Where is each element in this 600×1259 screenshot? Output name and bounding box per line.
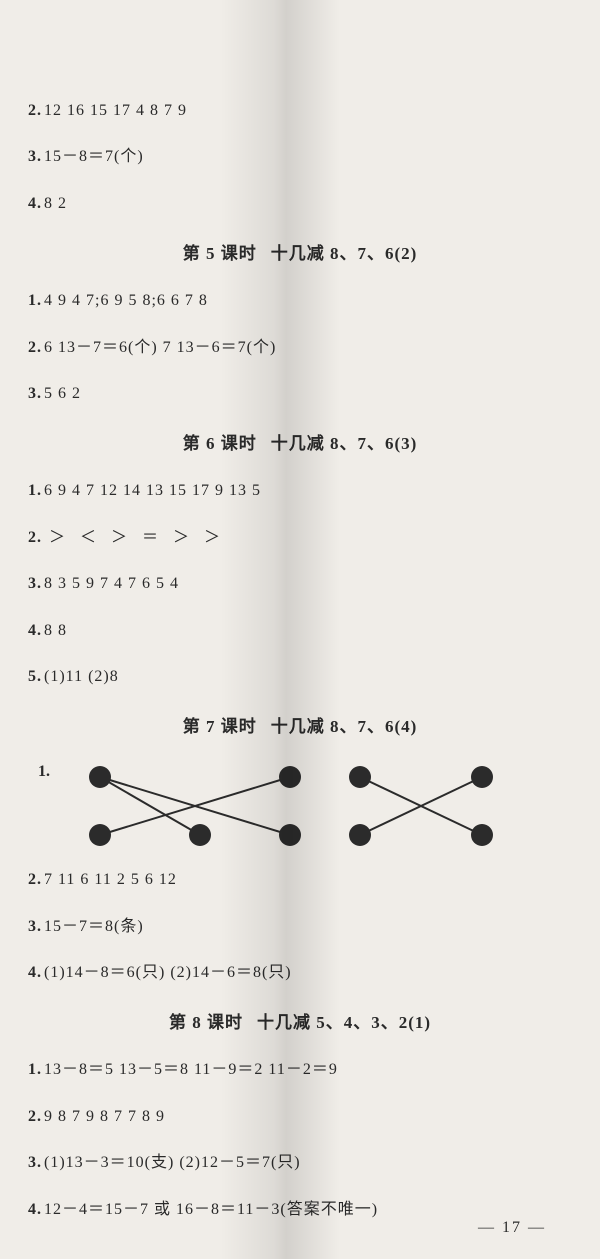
item-text: (1)14－8＝6(只) (2)14－6＝8(只)	[44, 964, 292, 981]
heading-part2: 十几减 8、7、6(3)	[271, 434, 418, 453]
item-number: 4.	[28, 622, 42, 639]
matching-diagram: 1.	[38, 763, 572, 849]
item-number: 4.	[28, 1201, 42, 1218]
item-number: 3.	[28, 918, 42, 935]
answer-line: 4.(1)14－8＝6(只) (2)14－6＝8(只)	[28, 962, 572, 984]
item-text: 13－8＝5 13－5＝8 11－9＝2 11－2＝9	[44, 1061, 338, 1078]
item-number: 5.	[28, 668, 42, 685]
page-number: — 17 —	[478, 1219, 546, 1237]
item-number: 4.	[28, 195, 42, 212]
answer-line: 5.(1)11 (2)8	[28, 666, 572, 688]
item-number: 1.	[38, 763, 50, 781]
answer-line: 2.12 16 15 17 4 8 7 9	[28, 100, 572, 122]
section-heading: 第 6 课时十几减 8、7、6(3)	[28, 429, 572, 454]
item-text: 6 9 4 7 12 14 13 15 17 9 13 5	[44, 482, 261, 499]
answer-line: 4.8 8	[28, 620, 572, 642]
comparison-op: ＞	[49, 527, 75, 549]
comparison-op: ＞	[173, 527, 199, 549]
answer-line: 2. ＞ ＜ ＞ ＝ ＞ ＞	[28, 527, 572, 549]
comparison-op: ＜	[80, 527, 106, 549]
section-heading: 第 7 课时十几减 8、7、6(4)	[28, 712, 572, 737]
answer-line: 3.(1)13－3＝10(支) (2)12－5＝7(只)	[28, 1152, 572, 1174]
item-number: 2.	[28, 529, 42, 546]
item-text: 12－4＝15－7 或 16－8＝11－3(答案不唯一)	[44, 1201, 378, 1218]
answer-line: 3.8 3 5 9 7 4 7 6 5 4	[28, 573, 572, 595]
item-text: 8 3 5 9 7 4 7 6 5 4	[44, 575, 179, 592]
item-text: (1)13－3＝10(支) (2)12－5＝7(只)	[44, 1154, 301, 1171]
heading-part2: 十几减 8、7、6(2)	[271, 244, 418, 263]
item-number: 1.	[28, 1061, 42, 1078]
heading-part1: 第 6 课时	[183, 434, 257, 453]
item-text: 8 8	[44, 622, 67, 639]
answer-line: 3.5 6 2	[28, 383, 572, 405]
item-number: 3.	[28, 1154, 42, 1171]
matching-group-1	[80, 763, 310, 849]
answer-line: 1.4 9 4 7;6 9 5 8;6 6 7 8	[28, 290, 572, 312]
heading-part1: 第 5 课时	[183, 244, 257, 263]
matching-group-2	[336, 763, 506, 849]
item-text: 15－7＝8(条)	[44, 918, 144, 935]
answer-line: 2.6 13－7＝6(个) 7 13－6＝7(个)	[28, 337, 572, 359]
section-heading: 第 8 课时十几减 5、4、3、2(1)	[28, 1008, 572, 1033]
item-text: (1)11 (2)8	[44, 668, 119, 685]
answer-line: 3.15－7＝8(条)	[28, 916, 572, 938]
heading-part2: 十几减 5、4、3、2(1)	[257, 1013, 431, 1032]
item-number: 3.	[28, 385, 42, 402]
item-text: 9 8 7 9 8 7 7 8 9	[44, 1108, 165, 1125]
comparison-op: ＞	[204, 527, 230, 549]
item-text: 5 6 2	[44, 385, 81, 402]
item-number: 3.	[28, 575, 42, 592]
item-number: 2.	[28, 1108, 42, 1125]
item-number: 3.	[28, 148, 42, 165]
answer-line: 4.8 2	[28, 193, 572, 215]
heading-part1: 第 8 课时	[169, 1013, 243, 1032]
answer-line: 4.12－4＝15－7 或 16－8＝11－3(答案不唯一)	[28, 1199, 572, 1221]
answer-line: 1.13－8＝5 13－5＝8 11－9＝2 11－2＝9	[28, 1059, 572, 1081]
answer-line: 2.7 11 6 11 2 5 6 12	[28, 869, 572, 891]
answer-line: 2.9 8 7 9 8 7 7 8 9	[28, 1106, 572, 1128]
item-number: 4.	[28, 964, 42, 981]
item-text: ＞ ＜ ＞ ＝ ＞ ＞	[44, 529, 230, 546]
item-number: 2.	[28, 102, 42, 119]
item-number: 1.	[28, 292, 42, 309]
item-text: 8 2	[44, 195, 67, 212]
item-text: 12 16 15 17 4 8 7 9	[44, 102, 187, 119]
comparison-op: ＝	[142, 527, 168, 549]
answer-line: 1.6 9 4 7 12 14 13 15 17 9 13 5	[28, 480, 572, 502]
heading-part2: 十几减 8、7、6(4)	[271, 717, 418, 736]
item-number: 1.	[28, 482, 42, 499]
item-text: 15－8＝7(个)	[44, 148, 144, 165]
item-text: 7 11 6 11 2 5 6 12	[44, 871, 177, 888]
comparison-op: ＞	[111, 527, 137, 549]
item-number: 2.	[28, 871, 42, 888]
answer-line: 3.15－8＝7(个)	[28, 146, 572, 168]
section-heading: 第 5 课时十几减 8、7、6(2)	[28, 239, 572, 264]
heading-part1: 第 7 课时	[183, 717, 257, 736]
item-text: 6 13－7＝6(个) 7 13－6＝7(个)	[44, 339, 276, 356]
item-number: 2.	[28, 339, 42, 356]
item-text: 4 9 4 7;6 9 5 8;6 6 7 8	[44, 292, 208, 309]
